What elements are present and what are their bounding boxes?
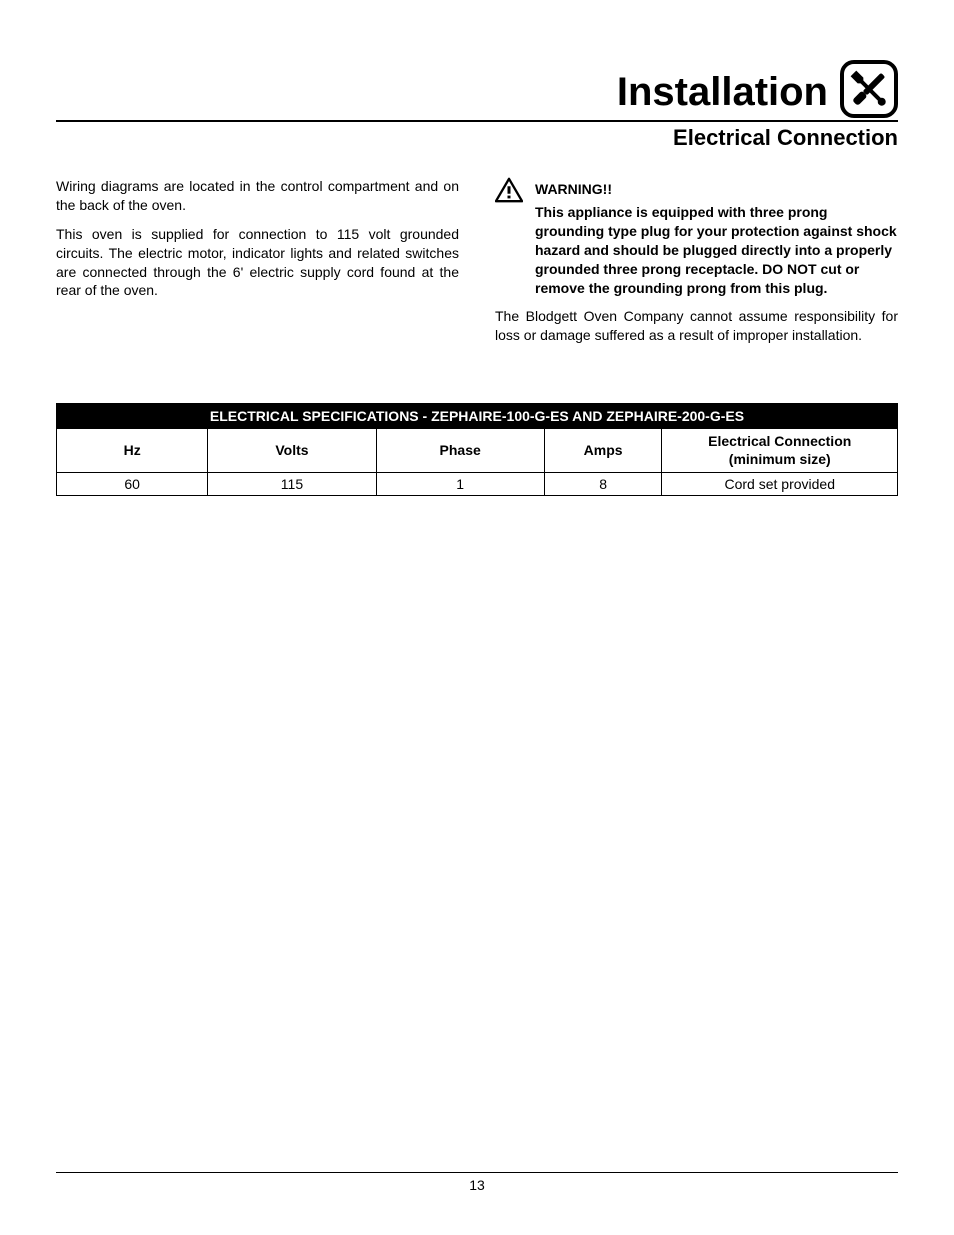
table-row: 60 115 1 8 Cord set provided <box>57 473 898 496</box>
warning-block: WARNING!! This appliance is equipped wit… <box>495 177 898 297</box>
spec-table-title-row: ELECTRICAL SPECIFICATIONS - ZEPHAIRE-100… <box>57 404 898 429</box>
tools-icon <box>840 60 898 118</box>
left-para-1: Wiring diagrams are located in the contr… <box>56 177 459 215</box>
warning-body: WARNING!! This appliance is equipped wit… <box>535 177 898 297</box>
cell-hz: 60 <box>57 473 208 496</box>
spec-col-amps: Amps <box>544 429 662 473</box>
spec-col-conn-line2: (minimum size) <box>729 451 831 467</box>
spec-col-volts: Volts <box>208 429 376 473</box>
warning-icon <box>495 177 523 203</box>
spec-col-hz: Hz <box>57 429 208 473</box>
warning-title: WARNING!! <box>535 181 898 197</box>
right-para-after: The Blodgett Oven Company cannot assume … <box>495 307 898 345</box>
page-number: 13 <box>56 1177 898 1193</box>
spec-table-header-row: Hz Volts Phase Amps Electrical Connectio… <box>57 429 898 473</box>
two-column-layout: Wiring diagrams are located in the contr… <box>56 177 898 355</box>
spec-col-phase: Phase <box>376 429 544 473</box>
spec-table: ELECTRICAL SPECIFICATIONS - ZEPHAIRE-100… <box>56 403 898 496</box>
cell-volts: 115 <box>208 473 376 496</box>
left-para-2: This oven is supplied for connection to … <box>56 225 459 301</box>
spec-col-conn: Electrical Connection (minimum size) <box>662 429 898 473</box>
spec-table-title: ELECTRICAL SPECIFICATIONS - ZEPHAIRE-100… <box>57 404 898 429</box>
cell-amps: 8 <box>544 473 662 496</box>
cell-conn: Cord set provided <box>662 473 898 496</box>
spec-col-conn-line1: Electrical Connection <box>708 433 851 449</box>
warning-text: This appliance is equipped with three pr… <box>535 203 898 297</box>
footer-divider <box>56 1172 898 1173</box>
section-subtitle: Electrical Connection <box>56 125 898 151</box>
cell-phase: 1 <box>376 473 544 496</box>
header-divider <box>56 120 898 122</box>
page-title: Installation <box>617 72 828 118</box>
right-column: WARNING!! This appliance is equipped wit… <box>495 177 898 355</box>
page-footer: 13 <box>56 1172 898 1193</box>
left-column: Wiring diagrams are located in the contr… <box>56 177 459 355</box>
page-header: Installation <box>56 60 898 118</box>
